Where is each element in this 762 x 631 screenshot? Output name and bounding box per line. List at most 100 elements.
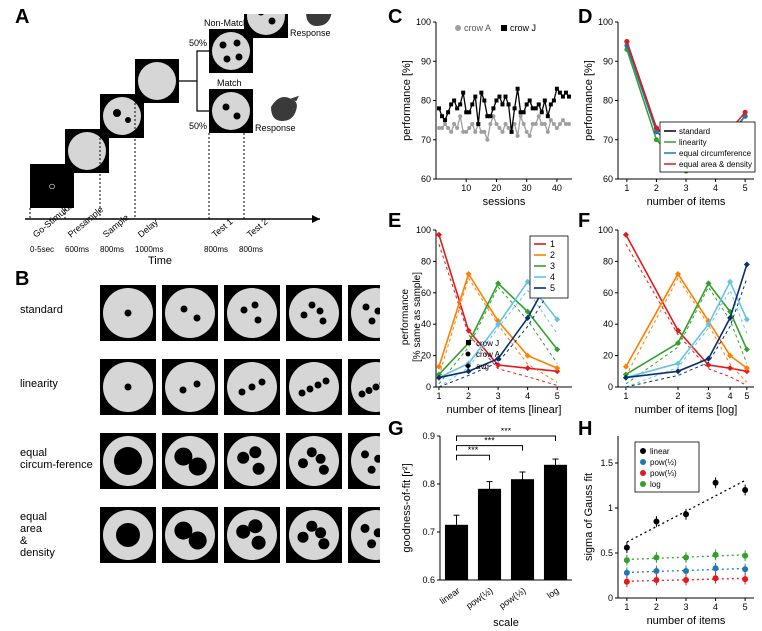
svg-text:Sample: Sample [101, 212, 131, 239]
svg-text:0.9: 0.9 [422, 431, 435, 441]
panel-B-svg: standardlinearityequalcircum-ferenceequa… [20, 285, 380, 620]
svg-text:80: 80 [421, 256, 431, 266]
panel-E-svg: 02040608010012345number of items [linear… [398, 222, 578, 417]
svg-text:***: *** [468, 445, 479, 455]
svg-text:&: & [20, 535, 28, 547]
svg-text:crow A: crow A [464, 23, 491, 33]
svg-text:3: 3 [496, 391, 501, 401]
svg-text:Match: Match [217, 78, 242, 88]
svg-text:3: 3 [683, 602, 688, 612]
svg-text:5: 5 [555, 391, 560, 401]
svg-text:80: 80 [421, 96, 431, 106]
svg-text:pow(½): pow(½) [464, 585, 494, 610]
svg-text:100: 100 [598, 225, 613, 235]
svg-text:performance: performance [400, 288, 411, 345]
svg-text:standard: standard [679, 127, 710, 136]
panel-C-svg: 6070809010010203040performance [%]sessio… [398, 14, 578, 209]
svg-text:10: 10 [461, 183, 471, 193]
svg-text:1000ms: 1000ms [135, 245, 163, 254]
svg-text:5: 5 [743, 602, 748, 612]
panel-A-svg: ○50%50%Non-MatchMatchResponseMatchRespon… [20, 14, 380, 264]
svg-text:0: 0 [426, 382, 431, 392]
svg-text:4: 4 [550, 272, 555, 282]
svg-text:equal area & density: equal area & density [679, 160, 752, 169]
svg-text:2: 2 [675, 391, 680, 401]
svg-text:area: area [20, 523, 43, 535]
svg-text:50%: 50% [189, 38, 207, 48]
svg-text:1: 1 [436, 391, 441, 401]
svg-text:0: 0 [608, 382, 613, 392]
svg-text:5: 5 [744, 391, 749, 401]
svg-text:Test 1: Test 1 [210, 216, 235, 239]
svg-text:80: 80 [603, 96, 613, 106]
panel-G-svg: 0.60.70.80.9goodness-of-fit [r²]scalelin… [398, 428, 578, 628]
svg-text:crow A: crow A [476, 350, 501, 359]
svg-text:equal: equal [20, 447, 47, 459]
svg-text:60: 60 [603, 288, 613, 298]
svg-text:equal: equal [20, 511, 47, 523]
svg-text:5: 5 [550, 283, 555, 293]
svg-text:40: 40 [552, 183, 562, 193]
svg-text:40: 40 [603, 319, 613, 329]
svg-text:***: *** [501, 428, 512, 436]
svg-text:0.5: 0.5 [600, 548, 613, 558]
svg-text:2: 2 [550, 250, 555, 260]
panel-D-svg: 6070809010012345performance [%]number of… [580, 14, 760, 209]
svg-text:800ms: 800ms [100, 245, 124, 254]
svg-text:20: 20 [491, 183, 501, 193]
svg-text:sessions: sessions [483, 196, 526, 208]
svg-text:4: 4 [728, 391, 733, 401]
svg-text:3: 3 [706, 391, 711, 401]
svg-text:30: 30 [522, 183, 532, 193]
svg-text:circum-ference: circum-ference [20, 459, 93, 471]
svg-text:Test 2: Test 2 [245, 216, 270, 239]
svg-text:2: 2 [466, 391, 471, 401]
svg-text:50%: 50% [189, 121, 207, 131]
svg-text:0-5sec: 0-5sec [30, 245, 54, 254]
svg-text:linear: linear [650, 447, 670, 456]
svg-text:goodness-of-fit [r²]: goodness-of-fit [r²] [401, 463, 413, 552]
svg-text:number of items [linear]: number of items [linear] [447, 404, 562, 416]
svg-text:pow(½): pow(½) [650, 458, 677, 467]
svg-text:pow(⅓): pow(⅓) [497, 585, 527, 610]
svg-text:1: 1 [550, 239, 555, 249]
svg-text:4: 4 [713, 602, 718, 612]
svg-text:Time: Time [148, 255, 172, 264]
svg-text:4: 4 [525, 391, 530, 401]
svg-text:[% same as sample]: [% same as sample] [412, 272, 423, 362]
svg-text:pow(⅓): pow(⅓) [650, 469, 677, 478]
svg-text:number of items [log]: number of items [log] [635, 404, 738, 416]
svg-text:number of items: number of items [647, 196, 726, 208]
svg-text:20: 20 [603, 351, 613, 361]
svg-text:70: 70 [603, 135, 613, 145]
svg-text:number of items: number of items [647, 615, 726, 627]
svg-text:Response: Response [255, 123, 296, 133]
svg-text:1: 1 [608, 503, 613, 513]
panel-F-svg: 02040608010012345number of items [log] [580, 222, 760, 417]
svg-text:1: 1 [624, 602, 629, 612]
svg-text:linearity: linearity [20, 378, 58, 390]
svg-text:2: 2 [654, 602, 659, 612]
svg-text:800ms: 800ms [204, 245, 228, 254]
panel-H-svg: 00.511.512345sigma of Gauss fitnumber of… [580, 428, 760, 628]
svg-text:2: 2 [654, 183, 659, 193]
svg-text:scale: scale [493, 617, 519, 628]
svg-text:100: 100 [416, 225, 431, 235]
svg-text:Response: Response [290, 28, 331, 38]
svg-text:○: ○ [48, 179, 55, 193]
svg-text:90: 90 [603, 56, 613, 66]
svg-text:crow J: crow J [510, 23, 536, 33]
svg-text:equal circumference: equal circumference [679, 149, 752, 158]
svg-text:80: 80 [603, 256, 613, 266]
svg-text:70: 70 [421, 135, 431, 145]
svg-text:crow J: crow J [476, 339, 499, 348]
svg-text:linear: linear [438, 585, 462, 606]
svg-text:0.6: 0.6 [422, 575, 435, 585]
svg-text:Delay: Delay [136, 217, 160, 240]
svg-text:4: 4 [713, 183, 718, 193]
svg-text:0.7: 0.7 [422, 527, 435, 537]
svg-text:1.5: 1.5 [600, 458, 613, 468]
svg-text:***: *** [484, 436, 495, 446]
svg-text:log: log [545, 585, 561, 600]
svg-text:performance [%]: performance [%] [401, 60, 413, 141]
